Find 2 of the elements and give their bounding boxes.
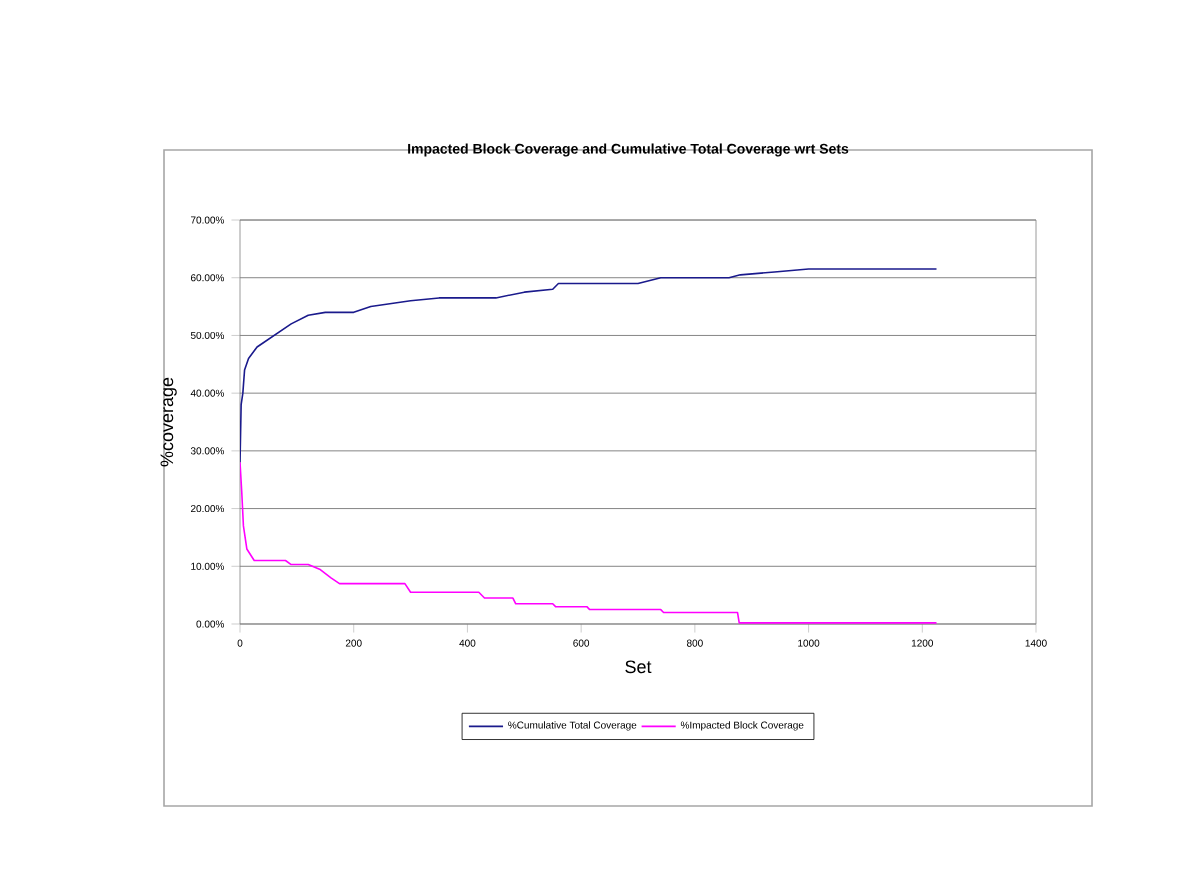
- y-axis-title: %coverage: [160, 377, 177, 467]
- x-axis-title: Set: [625, 660, 652, 674]
